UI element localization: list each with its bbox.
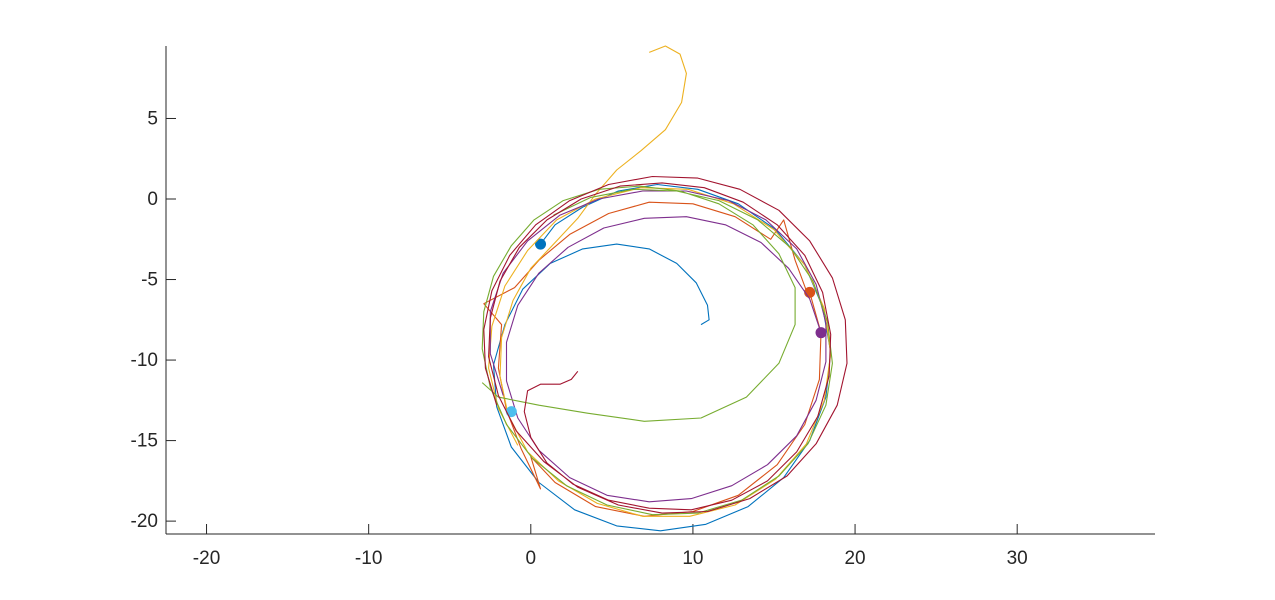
y-tick-label: -10 [131,350,158,371]
tick-group: -20 -10 0 10 20 30 -20 -15 -10 -5 0 5 [131,108,1028,569]
x-tick-label: -20 [193,548,220,569]
trajectory-line-4 [489,190,827,503]
x-tick-label: 20 [844,548,865,569]
y-tick-label: 5 [147,108,158,129]
y-tick-label: -20 [131,511,158,532]
y-tick-label: -5 [141,270,158,291]
y-tick-label: -15 [131,431,158,452]
y-tick-label: 0 [147,189,158,210]
trajectory-line-7 [483,175,848,514]
x-tick-label: 30 [1007,548,1028,569]
x-tick-label: 10 [682,548,703,569]
trajectory-line-5 [481,185,833,516]
plot-area [481,45,848,532]
x-tick-label: 0 [526,548,537,569]
axes [165,46,1155,535]
x-tick-label: -10 [355,548,382,569]
trajectory-endpoint-marker-4 [815,327,827,339]
trajectory-endpoint-marker-1 [535,238,547,250]
trajectory-line-3 [488,45,832,517]
trajectory-line-1 [492,183,832,532]
trajectory-line-2 [483,201,822,517]
trajectory-endpoint-marker-6 [505,406,517,418]
